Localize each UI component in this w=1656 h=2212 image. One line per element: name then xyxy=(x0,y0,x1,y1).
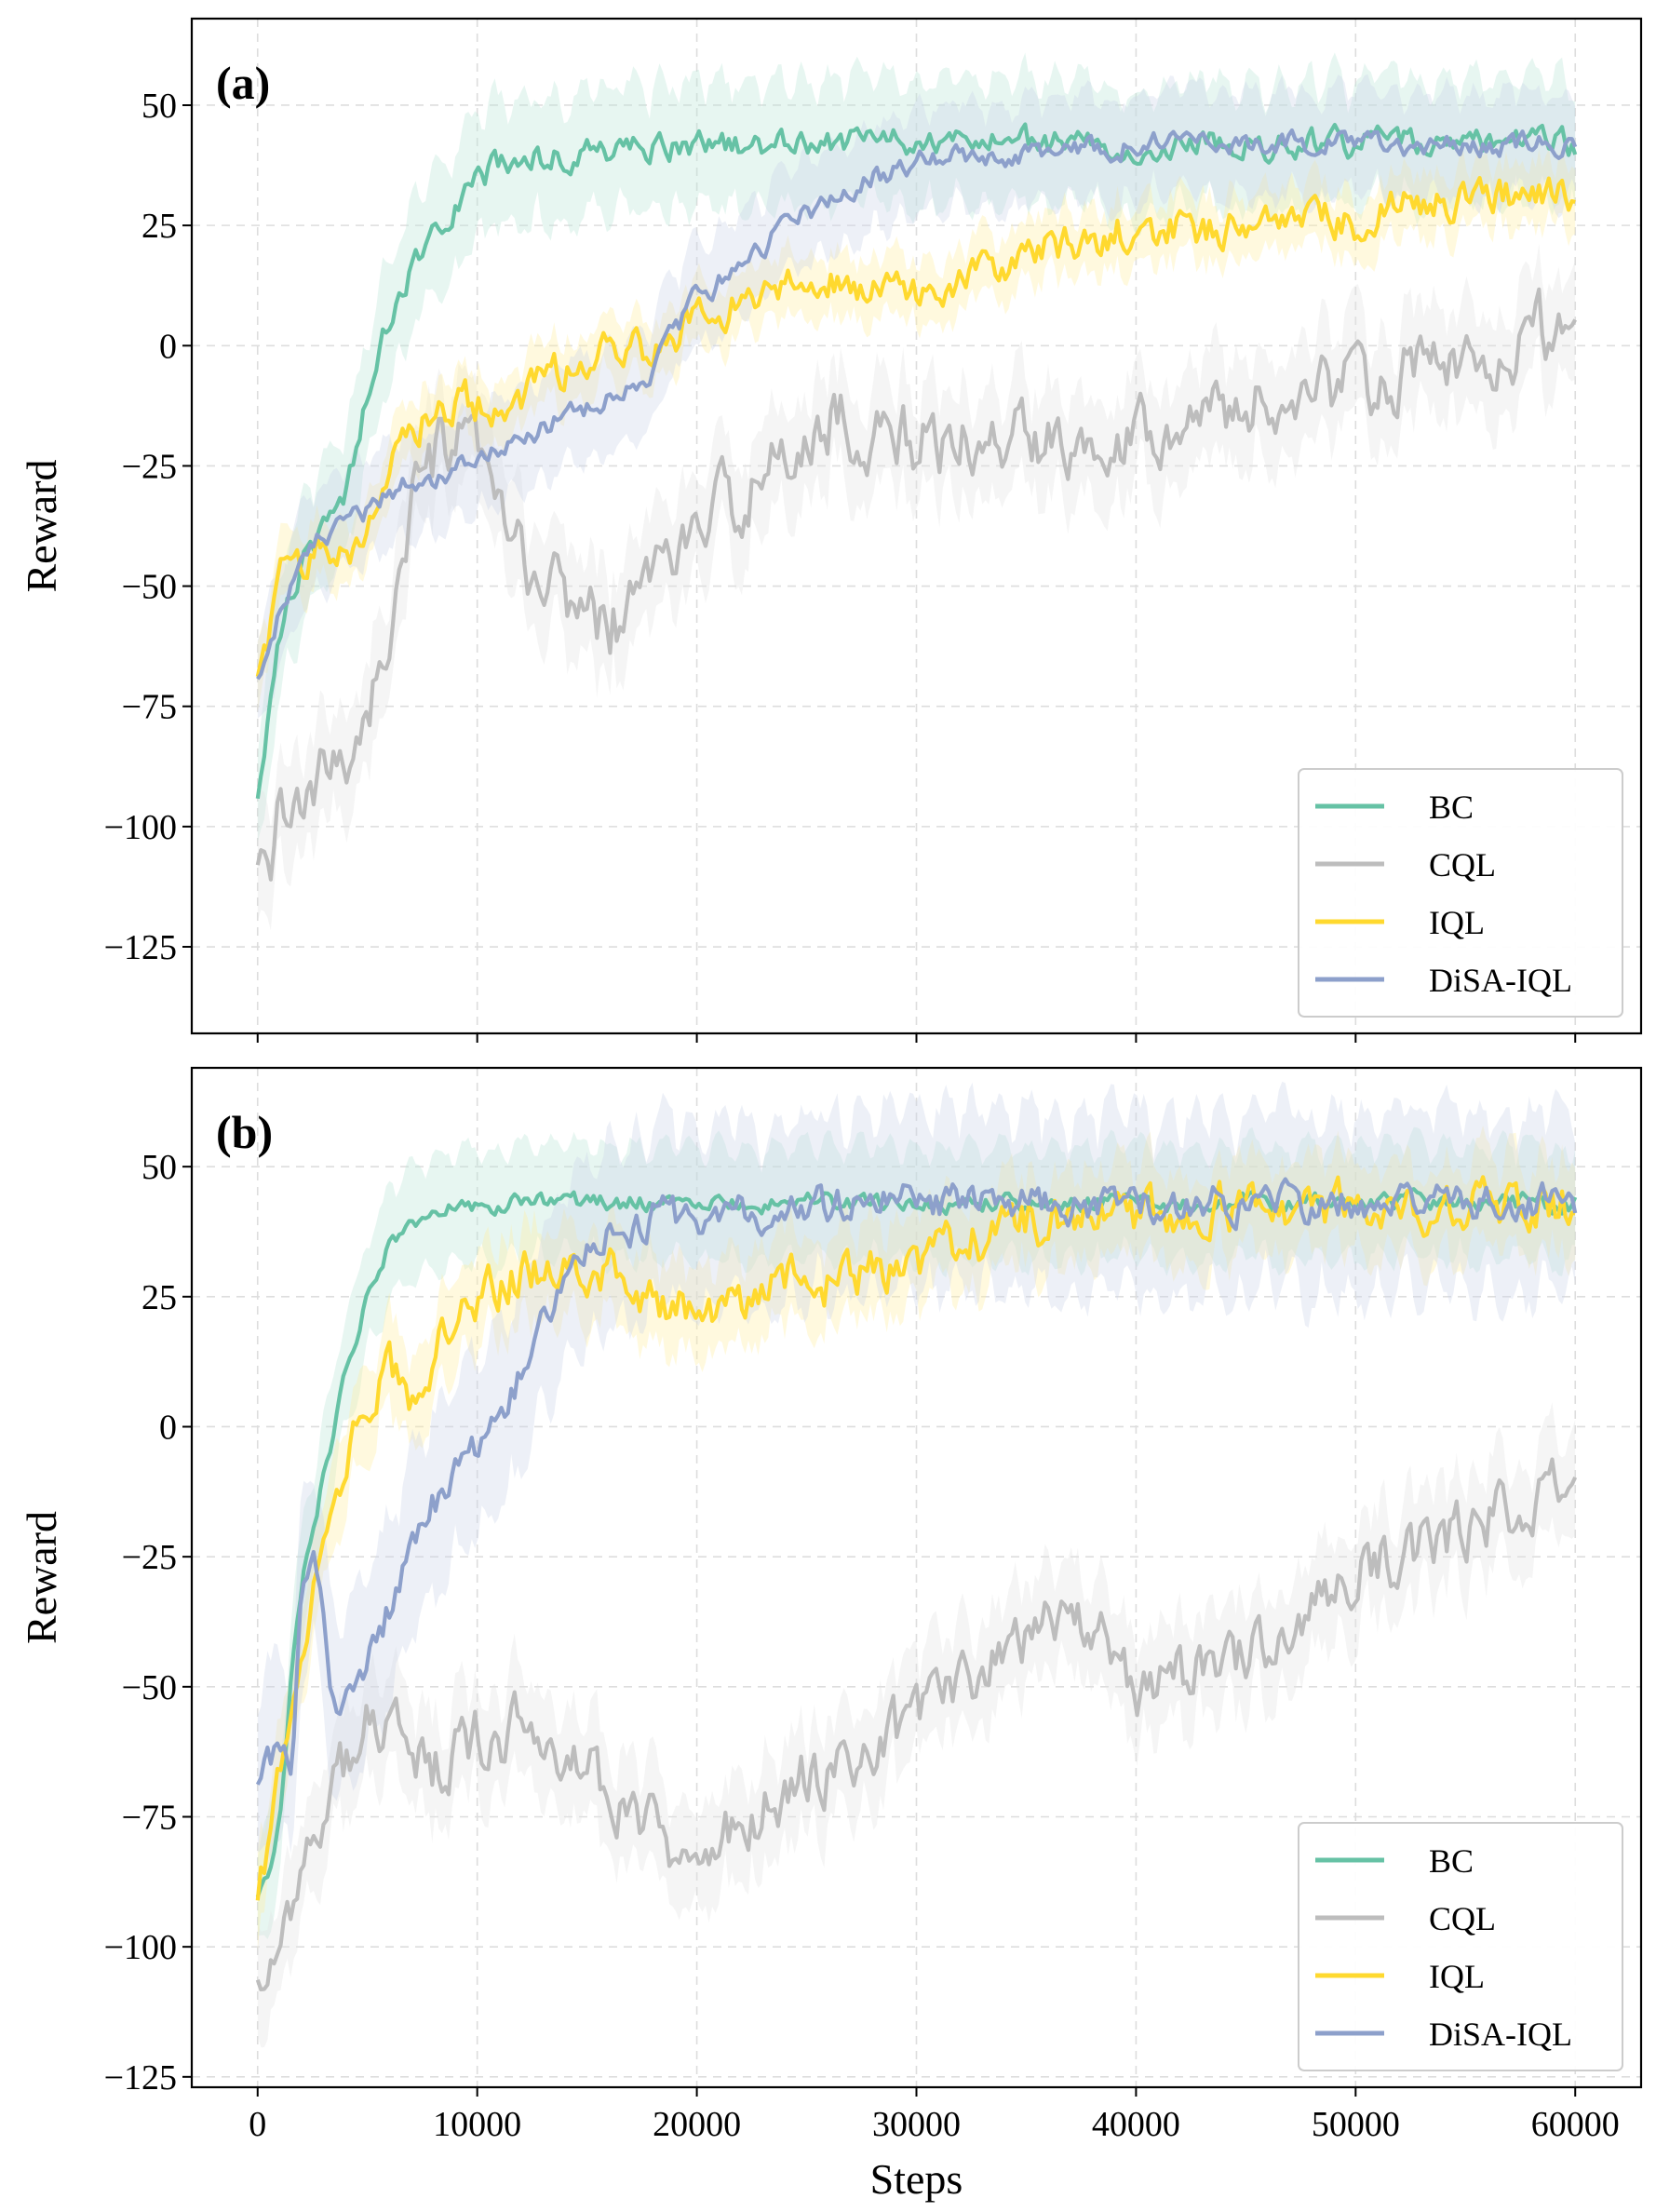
y-axis-label: Reward xyxy=(18,459,65,592)
panel-label: (b) xyxy=(216,1106,273,1158)
x-tick-label: 0 xyxy=(249,2105,266,2144)
y-tick-label: −125 xyxy=(104,928,177,967)
x-tick-label: 40000 xyxy=(1092,2105,1180,2144)
confidence-bands xyxy=(257,1081,1576,2048)
band-disa-iql xyxy=(257,1081,1576,1868)
y-tick-label: −125 xyxy=(104,2058,177,2097)
chart-panel-a: 50 25 0 −25 −50 −75 −100 −125 Reward (a) BC CQL IQL D… xyxy=(18,17,1643,1043)
y-tick-label: −50 xyxy=(122,1668,177,1707)
band-bc xyxy=(257,1126,1576,1939)
legend-label: BC xyxy=(1429,789,1474,826)
legend-item-bc: BC xyxy=(1315,789,1474,826)
legend-item-cql: CQL xyxy=(1315,1900,1496,1937)
x-tick-label: 10000 xyxy=(433,2105,521,2144)
x-tick-label: 60000 xyxy=(1531,2105,1620,2144)
legend-item-iql: IQL xyxy=(1315,1958,1485,1995)
series-lines xyxy=(255,1175,1578,1991)
legend-item-cql: CQL xyxy=(1315,846,1496,883)
legend-item-disa-iql: DiSA-IQL xyxy=(1315,2016,1572,2053)
series-lines xyxy=(255,122,1578,882)
plot-area xyxy=(255,52,1578,931)
y-tick-label: 0 xyxy=(159,1408,177,1447)
x-tick-label: 50000 xyxy=(1312,2105,1400,2144)
series-line-iql xyxy=(255,176,1576,678)
legend-label: CQL xyxy=(1429,846,1496,883)
y-axis-label: Reward xyxy=(18,1511,65,1644)
series-line-disa-iql xyxy=(256,128,1578,681)
band-bc xyxy=(257,52,1576,843)
y-tick-label: −100 xyxy=(104,808,177,847)
legend-label: IQL xyxy=(1429,1958,1485,1995)
y-tick-label: 50 xyxy=(141,87,177,126)
y-tick-label: −75 xyxy=(122,1798,177,1837)
series-line-cql xyxy=(255,287,1578,882)
legend-label: DiSA-IQL xyxy=(1429,2016,1572,2053)
series-line-disa-iql xyxy=(255,1177,1578,1786)
legend: BC CQL IQL DiSA-IQL xyxy=(1298,768,1623,1018)
axis-ticks: 50 25 0 −25 −50 −75 −100 −125 0 10000 20000 30000 40… xyxy=(104,1148,1620,2144)
legend-label: CQL xyxy=(1429,1900,1496,1937)
legend-label: DiSA-IQL xyxy=(1429,962,1572,999)
band-iql xyxy=(257,1125,1576,1951)
grid xyxy=(192,1068,1641,2087)
legend-item-iql: IQL xyxy=(1315,904,1485,941)
y-tick-label: −25 xyxy=(122,1538,177,1577)
legend-label: BC xyxy=(1429,1842,1474,1880)
band-cql xyxy=(257,1402,1576,2048)
y-tick-label: −50 xyxy=(122,568,177,607)
legend-item-disa-iql: DiSA-IQL xyxy=(1315,962,1572,999)
series-line-iql xyxy=(255,1175,1576,1901)
series-line-cql xyxy=(255,1457,1578,1991)
legend: BC CQL IQL DiSA-IQL xyxy=(1298,1822,1623,2071)
y-tick-label: 0 xyxy=(159,327,177,366)
x-axis-label: Steps xyxy=(870,2155,963,2203)
y-tick-label: −100 xyxy=(104,1928,177,1967)
axis-ticks: 50 25 0 −25 −50 −75 −100 −125 xyxy=(104,87,1577,1043)
plot-area xyxy=(255,1081,1578,2048)
x-tick-label: 20000 xyxy=(653,2105,741,2144)
chart-panel-b: 50 25 0 −25 −50 −75 −100 −125 0 10000 20000 30000 40… xyxy=(18,1066,1643,2203)
panel-label: (a) xyxy=(216,57,270,109)
y-tick-label: 50 xyxy=(141,1148,177,1187)
y-tick-label: 25 xyxy=(141,1278,177,1317)
legend-item-bc: BC xyxy=(1315,1842,1474,1880)
x-tick-label: 30000 xyxy=(872,2105,961,2144)
y-tick-label: 25 xyxy=(141,207,177,246)
y-tick-label: −75 xyxy=(122,688,177,727)
legend-label: IQL xyxy=(1429,904,1485,941)
y-tick-label: −25 xyxy=(122,447,177,486)
